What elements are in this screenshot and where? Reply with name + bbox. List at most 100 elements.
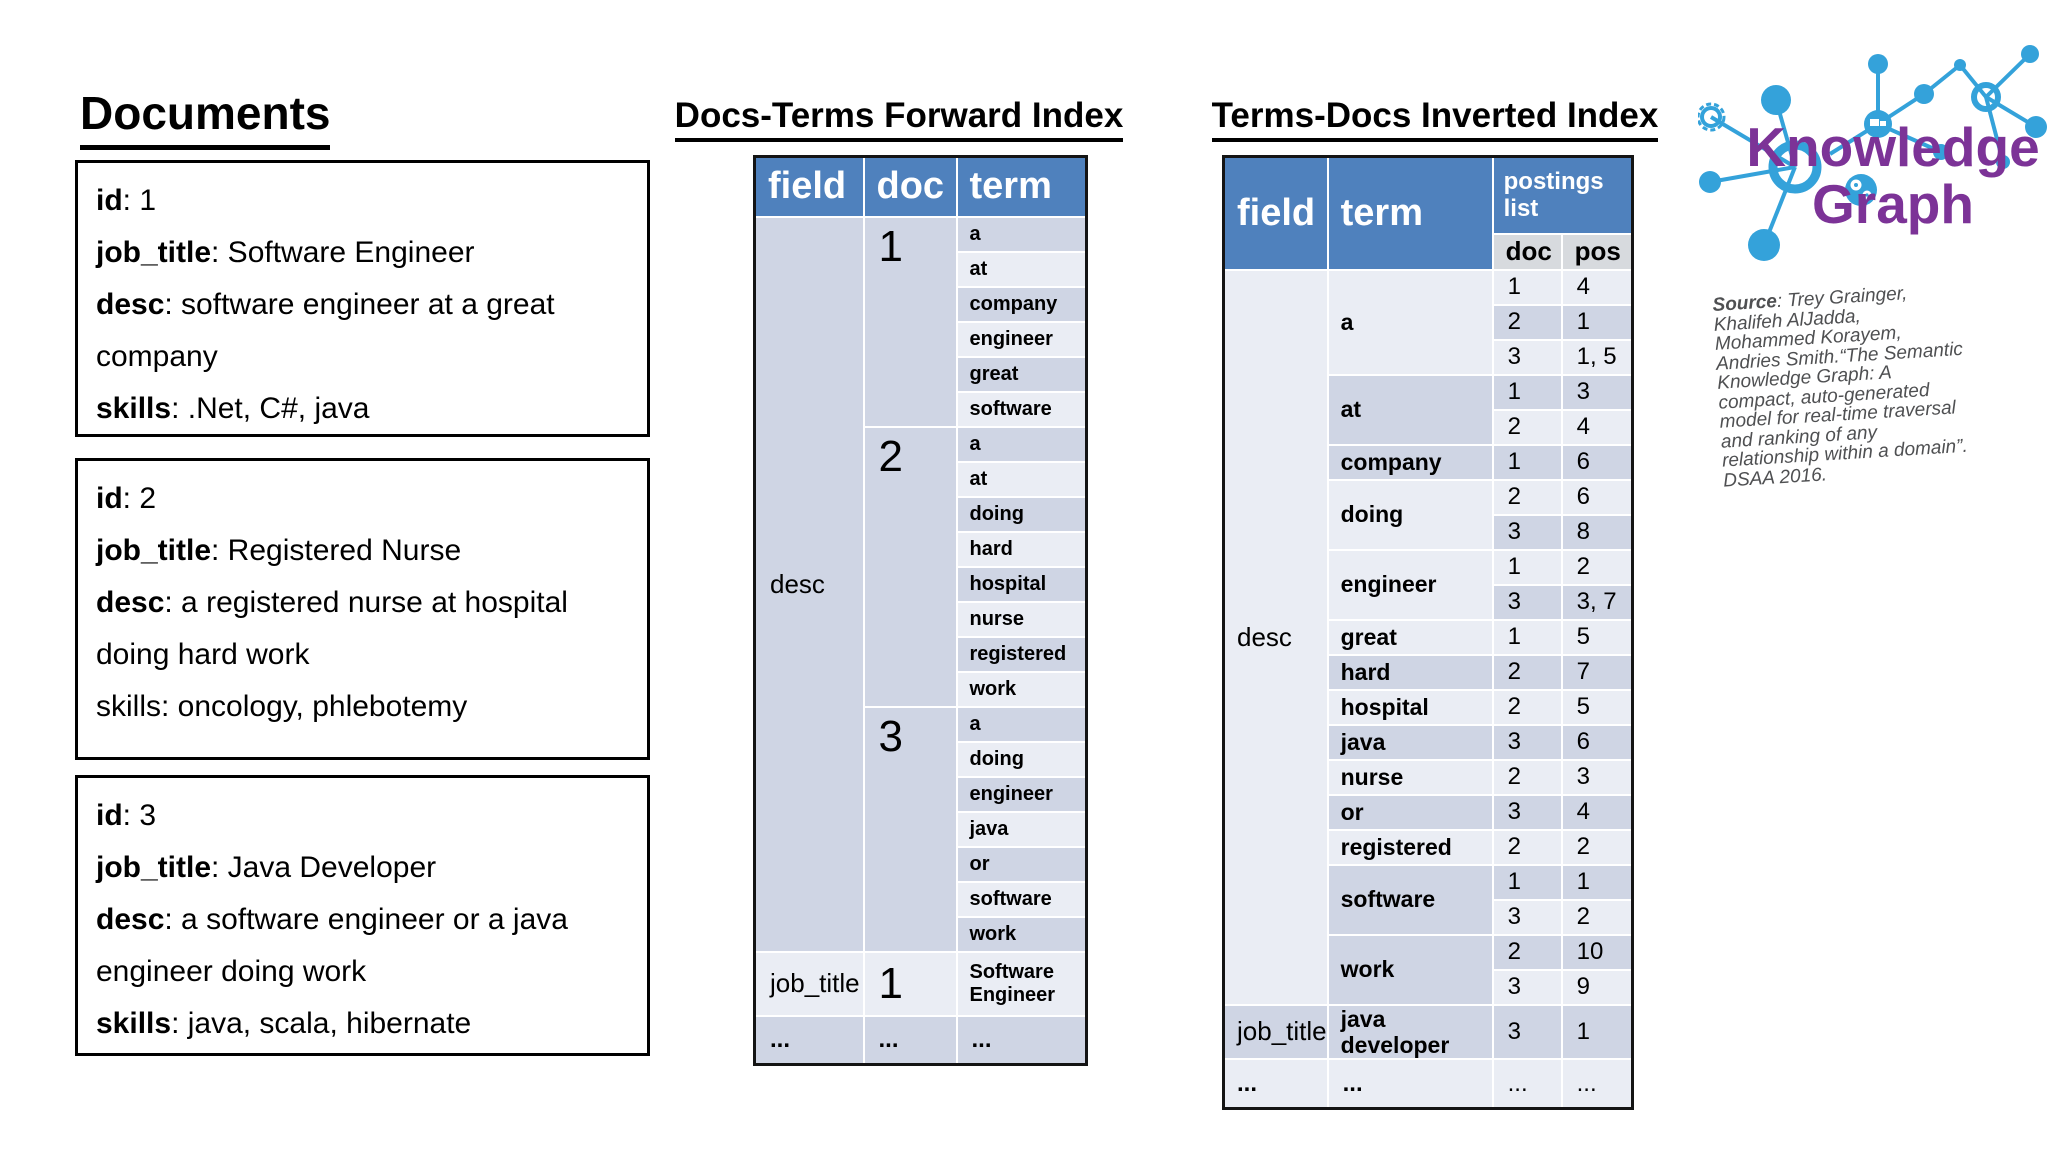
postings-doc-cell: 3: [1491, 898, 1563, 936]
table-row: work 2 10: [1224, 933, 1634, 1006]
doc-cell: 2: [862, 425, 958, 708]
term-cell: nurse: [955, 600, 1088, 638]
postings-doc-cell: 1: [1491, 443, 1563, 481]
table-row: hospital 2 5: [1224, 688, 1634, 726]
postings-pos-cell: 1: [1560, 303, 1634, 341]
table-row: hospital: [755, 565, 1088, 603]
term-cell: engineer: [1326, 548, 1494, 621]
postings-doc-cell: 2: [1491, 478, 1563, 516]
postings-doc-cell: 2: [1491, 653, 1563, 691]
table-row: work: [755, 670, 1088, 708]
field-label: desc: [96, 586, 165, 619]
network-graph-icon: [1698, 45, 2047, 261]
postings-pos-cell: 3: [1560, 373, 1634, 411]
field-label: id: [96, 184, 123, 217]
table-row: ............: [1222, 1058, 1634, 1110]
field-cell: ...: [753, 1014, 865, 1066]
table-row: company 1 6: [1224, 443, 1634, 481]
postings-pos-cell: 1, 5: [1560, 338, 1634, 376]
term-cell: at: [1326, 373, 1494, 446]
postings-doc-cell: 1: [1491, 618, 1563, 656]
header-row: field doc term: [753, 155, 1088, 218]
term-cell: software: [1326, 863, 1494, 936]
table-row: at: [755, 250, 1088, 288]
postings-pos-cell: 2: [1560, 548, 1634, 586]
postings-pos-cell: 9: [1560, 968, 1634, 1006]
doc-cell: 1: [862, 215, 958, 428]
term-cell: a: [1326, 268, 1494, 376]
document-field-line: skills: oncology, phlebotemy: [96, 690, 468, 723]
table-row: doing: [755, 740, 1088, 778]
document-field-line: job_title: Registered Nurse: [96, 534, 462, 567]
term-cell: or: [1326, 793, 1494, 831]
postings-doc-cell: 3: [1491, 338, 1563, 376]
term-cell: a: [955, 215, 1088, 253]
postings-doc-cell: 3: [1491, 968, 1563, 1006]
postings-doc-cell: 3: [1491, 793, 1563, 831]
table-row: job_title 1 Software Engineer: [753, 950, 1088, 1017]
term-cell: great: [1326, 618, 1494, 656]
postings-pos-cell: 2: [1560, 828, 1634, 866]
postings-pos-cell: 6: [1560, 478, 1634, 516]
table-row: .........: [753, 1014, 1088, 1066]
postings-doc-cell: 1: [1491, 863, 1563, 901]
column-header-doc: doc: [862, 155, 958, 218]
forward-index-heading: Docs-Terms Forward Index: [661, 96, 1137, 142]
table-row: at 1 3: [1224, 373, 1634, 446]
field-label: id: [96, 482, 123, 515]
term-cell: great: [955, 355, 1088, 393]
postings-pos-cell: 4: [1560, 268, 1634, 306]
inverted-index-header: field term postings list doc pos: [1222, 155, 1634, 271]
postings-doc-cell: 1: [1491, 548, 1563, 586]
doc-cell: 3: [862, 705, 958, 953]
postings-pos-cell: 4: [1560, 408, 1634, 446]
forward-index-table: field doc term desc 1 a at company engineer grea…: [753, 155, 1088, 1066]
logo-text-knowledge: Knowledge: [1746, 116, 2040, 178]
term-cell: java: [955, 810, 1088, 848]
inverted-index-table: field term postings list doc pos desc a 1 4 2 1 3 1…: [1222, 155, 1635, 1110]
term-cell: ...: [955, 1014, 1088, 1066]
table-row: 3 1, 5: [1224, 338, 1634, 376]
postings-pos-cell: 1: [1560, 863, 1634, 901]
column-header-field: field: [1222, 155, 1329, 271]
inverted-index-heading-text: Terms-Docs Inverted Index: [1211, 96, 1659, 142]
document-field-line: id: 3: [96, 799, 157, 832]
field-label: skills: [96, 392, 172, 425]
term-cell: company: [955, 285, 1088, 323]
knowledge-graph-logo: Knowledge Graph: [1698, 32, 2048, 270]
table-row: desc 1 a: [753, 215, 1088, 953]
term-cell: work: [955, 915, 1088, 953]
document-card: id: 2 job_title: Registered Nurse desc: a …: [75, 458, 650, 760]
column-header-term: term: [955, 155, 1088, 218]
field-label: job_title: [96, 534, 212, 567]
document-field-line: job_title: Java Developer: [96, 851, 437, 884]
postings-pos-cell: 10: [1560, 933, 1634, 971]
postings-pos-cell: 2: [1560, 898, 1634, 936]
forward-index-heading-text: Docs-Terms Forward Index: [674, 96, 1124, 142]
term-cell: at: [955, 250, 1088, 288]
table-row: job_title java developer 3 1: [1222, 1003, 1634, 1061]
table-row: nurse: [755, 600, 1088, 638]
term-cell: ...: [1326, 1058, 1494, 1110]
term-cell: a: [955, 705, 1088, 743]
postings-doc-cell: ...: [1491, 1058, 1563, 1110]
table-row: great 1 5: [1224, 618, 1634, 656]
field-label: job_title: [96, 851, 212, 884]
field-label: skills: [96, 690, 161, 723]
column-header-postings-list: postings list: [1491, 155, 1634, 235]
term-cell: Software Engineer: [955, 950, 1088, 1017]
postings-pos-cell: 3, 7: [1560, 583, 1634, 621]
field-cell: job_title: [753, 950, 865, 1017]
doc-cell: ...: [862, 1014, 958, 1066]
postings-pos-cell: 6: [1560, 723, 1634, 761]
subheader-row: doc pos: [1224, 232, 1634, 271]
document-card: id: 1 job_title: Software Engineer desc: s…: [75, 160, 650, 437]
term-cell: company: [1326, 443, 1494, 481]
postings-doc-cell: 3: [1491, 513, 1563, 551]
term-cell: hard: [1326, 653, 1494, 691]
document-field-line: job_title: Software Engineer: [96, 236, 475, 269]
